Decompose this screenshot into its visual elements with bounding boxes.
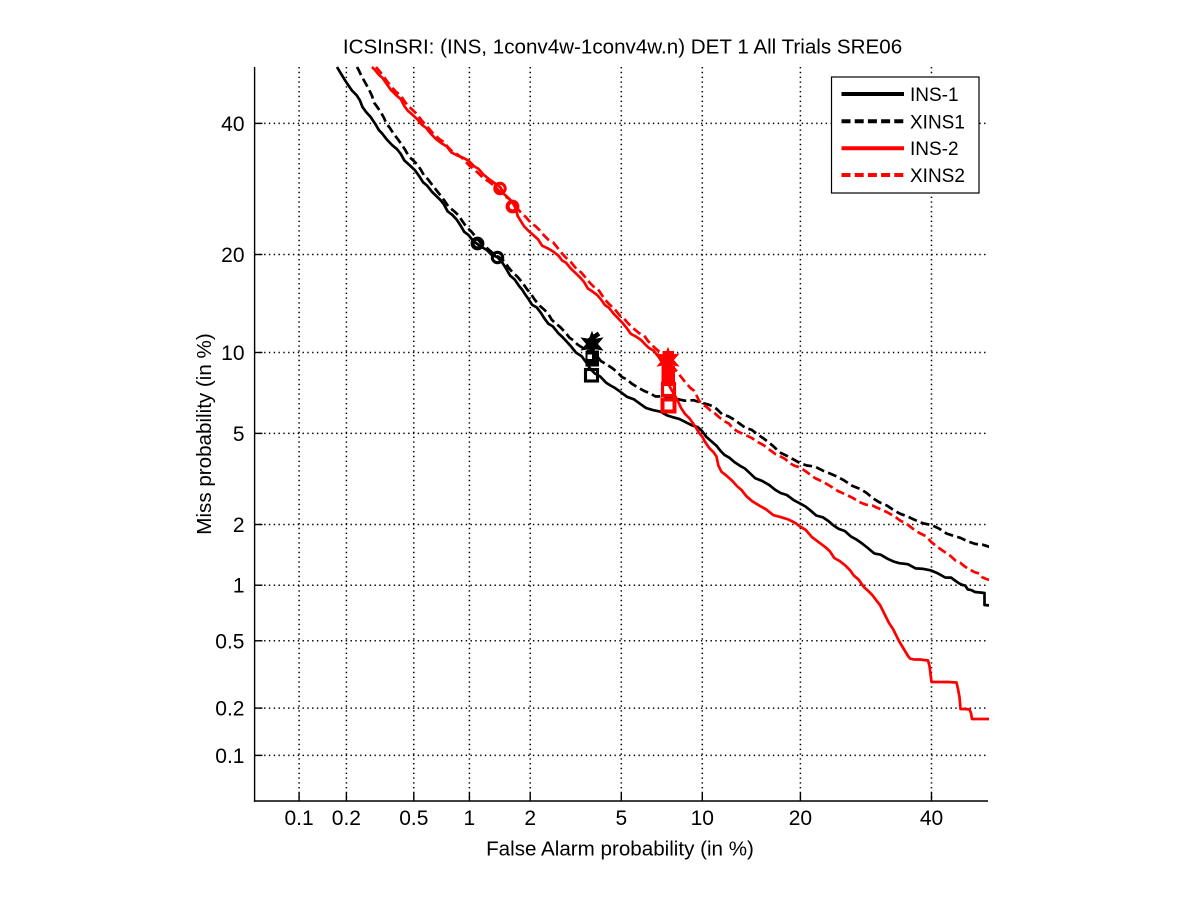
svg-text:2: 2: [233, 514, 245, 537]
svg-text:5: 5: [233, 423, 245, 446]
svg-text:0.1: 0.1: [284, 807, 313, 830]
svg-text:40: 40: [920, 807, 943, 830]
svg-text:20: 20: [789, 807, 812, 830]
svg-text:40: 40: [221, 113, 244, 136]
svg-text:1: 1: [464, 807, 476, 830]
svg-text:Miss probability (in %): Miss probability (in %): [193, 333, 216, 534]
svg-text:0.2: 0.2: [332, 807, 361, 830]
svg-text:XINS2: XINS2: [910, 166, 965, 187]
svg-text:20: 20: [221, 244, 244, 267]
svg-text:10: 10: [221, 342, 244, 365]
svg-text:INS-2: INS-2: [910, 139, 959, 160]
svg-text:ICSInSRI: (INS, 1conv4w-1conv4: ICSInSRI: (INS, 1conv4w-1conv4w.n) DET 1…: [343, 36, 902, 59]
svg-text:0.5: 0.5: [215, 630, 244, 653]
svg-text:INS-1: INS-1: [910, 85, 959, 106]
svg-text:0.5: 0.5: [399, 807, 428, 830]
svg-text:5: 5: [615, 807, 627, 830]
svg-text:0.1: 0.1: [215, 745, 244, 768]
svg-text:1: 1: [233, 575, 245, 598]
svg-text:2: 2: [524, 807, 536, 830]
svg-text:False Alarm probability (in %): False Alarm probability (in %): [486, 838, 754, 861]
svg-text:0.2: 0.2: [215, 698, 244, 721]
svg-text:10: 10: [691, 807, 714, 830]
svg-text:XINS1: XINS1: [910, 112, 965, 133]
